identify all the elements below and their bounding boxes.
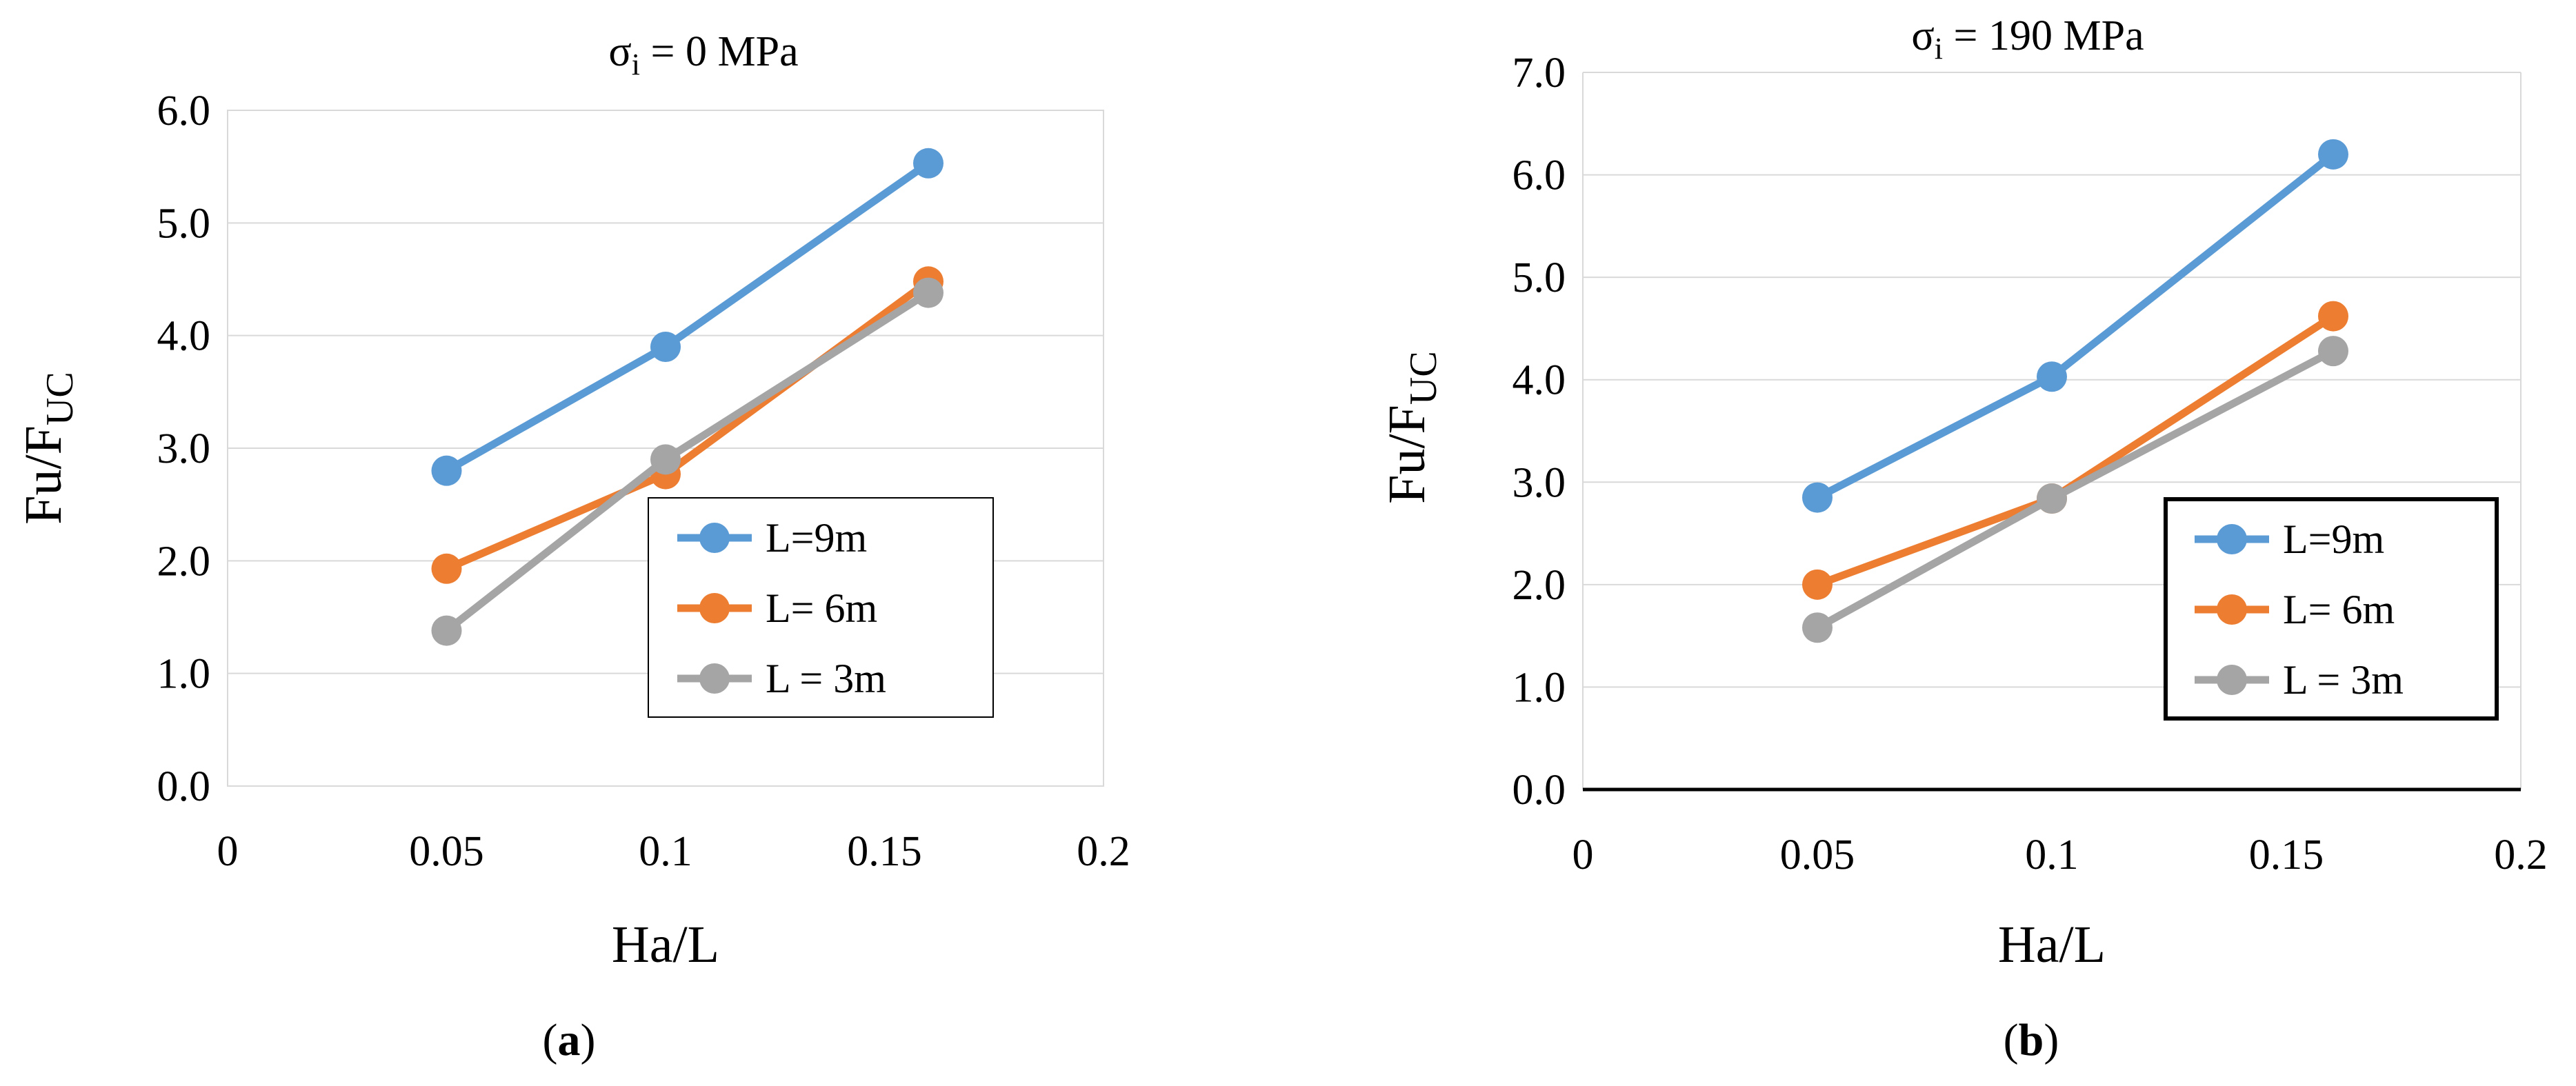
chart-a: 0.0 1.0 2.0 3.0 4.0 5.0 6.0 0 0.05 0.1 0.15 0.2 σi =… (14, 28, 1130, 1065)
y-tick-label: 5.0 (157, 200, 211, 247)
legend-swatch-marker (2217, 665, 2247, 695)
legend-swatch-marker (699, 523, 730, 553)
series-L-9m (431, 148, 943, 486)
y-tick-label: 0.0 (157, 763, 211, 810)
legend-swatch-marker (2217, 524, 2247, 554)
y-tick-label: 4.0 (157, 313, 211, 360)
x-axis-title: Ha/L (1998, 916, 2106, 974)
data-point (431, 455, 462, 486)
y-tick-label: 6.0 (1512, 152, 1566, 199)
x-tick-label: 0 (1572, 832, 1594, 878)
legend-swatch-marker (699, 593, 730, 623)
legend-item: L=9m (677, 515, 867, 561)
y-tick-label: 1.0 (1512, 664, 1566, 711)
series-L-3m (431, 277, 943, 646)
legend-label: L= 6m (2283, 587, 2395, 632)
legend-label: L= 6m (766, 585, 877, 631)
data-point (1802, 612, 1833, 643)
series-line (443, 159, 932, 475)
legend-item: L= 6m (2195, 587, 2395, 632)
data-point (2318, 139, 2348, 170)
x-axis-title: Ha/L (612, 916, 719, 974)
legend-label: L=9m (2283, 516, 2384, 562)
series-line (1813, 150, 2337, 502)
y-tick-label: 7.0 (1512, 50, 1566, 97)
y-tick-label: 2.0 (157, 538, 211, 585)
data-point (913, 277, 943, 308)
legend: L=9m L= 6m L = 3m (648, 497, 994, 718)
data-point (2037, 483, 2067, 514)
legend-item: L=9m (2195, 516, 2384, 562)
legend-item: L = 3m (677, 656, 886, 701)
data-point (1802, 482, 1833, 513)
x-tick-label: 0.05 (409, 828, 484, 875)
x-tick-label: 0.15 (2249, 832, 2324, 878)
data-point (913, 148, 943, 179)
y-tick-label: 2.0 (1512, 562, 1566, 609)
chart-b: 0.0 1.0 2.0 3.0 4.0 5.0 6.0 7.0 0 0.05 0.1 0.15 0.2 σ… (1378, 12, 2548, 1065)
y-axis-title: Fu/FUC (1378, 351, 1445, 503)
y-tick-label: 3.0 (157, 425, 211, 472)
data-point (650, 332, 681, 362)
panel-label: (a) (543, 1015, 596, 1065)
y-tick-label: 6.0 (157, 88, 211, 134)
plot-area-frame (227, 110, 1104, 787)
x-tick-label: 0.15 (847, 828, 922, 875)
x-tick-label: 0 (217, 828, 239, 875)
y-tick-label: 4.0 (1512, 357, 1566, 404)
x-tick-label: 0.05 (1780, 832, 1855, 878)
chart-title: σi = 0 MPa (608, 28, 798, 81)
series-L-9m (1802, 139, 2348, 513)
y-tick-label: 1.0 (157, 651, 211, 698)
data-point (2318, 301, 2348, 332)
legend-label: L = 3m (766, 656, 886, 701)
panel-label: (b) (2004, 1015, 2059, 1065)
legend-label: L = 3m (2283, 657, 2404, 703)
chart-title: σi = 190 MPa (1911, 12, 2144, 66)
data-point (431, 553, 462, 584)
x-tick-label: 0.1 (2025, 832, 2079, 878)
x-tick-label: 0.2 (1077, 828, 1130, 875)
legend-item: L= 6m (677, 585, 877, 631)
series-L-3m (1802, 336, 2348, 643)
data-point (650, 444, 681, 475)
data-point (2318, 336, 2348, 367)
legend-item: L = 3m (2195, 657, 2404, 703)
y-tick-label: 3.0 (1512, 459, 1566, 506)
y-tick-label: 5.0 (1512, 254, 1566, 301)
legend-swatch-marker (2217, 594, 2247, 625)
legend-label: L=9m (766, 515, 867, 561)
legend-swatch-marker (699, 663, 730, 694)
legend: L=9m L= 6m L = 3m (2164, 497, 2499, 721)
y-axis-title: Fu/FUC (14, 372, 81, 524)
data-point (1802, 569, 1833, 600)
x-tick-label: 0.2 (2494, 832, 2548, 878)
y-tick-label: 0.0 (1512, 767, 1566, 814)
data-point (431, 615, 462, 646)
x-tick-label: 0.1 (639, 828, 692, 875)
data-point (2037, 361, 2067, 392)
